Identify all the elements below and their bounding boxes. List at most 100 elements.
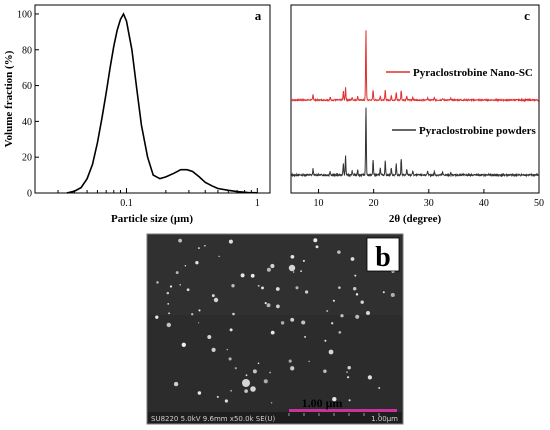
sem-particle: [328, 349, 334, 355]
sem-particle: [266, 303, 271, 308]
sem-particle: [301, 320, 306, 325]
sem-particle: [178, 238, 183, 243]
sem-particle: [290, 317, 295, 322]
panel-c-frame: [290, 4, 540, 194]
panel-c-series-powders-line: [290, 107, 540, 178]
sem-particle: [346, 376, 350, 379]
sem-particle: [292, 271, 295, 273]
sem-particle: [323, 369, 327, 373]
sem-particle: [264, 302, 267, 305]
panel-c-x-tick-label: 20: [369, 198, 379, 209]
panel-a-y-axis-label: Volume fraction (%): [3, 50, 15, 147]
sem-particle: [354, 274, 357, 277]
sem-particle: [252, 369, 257, 374]
sem-particle: [276, 304, 280, 309]
sem-particle: [197, 247, 200, 250]
sem-particle: [378, 387, 381, 389]
sem-particle: [226, 348, 229, 351]
sem-texture: [148, 235, 402, 315]
sem-particle: [231, 284, 235, 288]
sem-particle: [360, 300, 364, 304]
sem-particle: [166, 291, 170, 295]
sem-particle: [166, 322, 171, 328]
sem-particle: [308, 360, 310, 363]
panel-c-letter: c: [524, 8, 530, 23]
panel-c-x-tick-label: 10: [314, 198, 324, 209]
panel-a-series-line: [66, 12, 258, 194]
panel-c-x-tick-label: 50: [534, 198, 544, 209]
sem-particle: [326, 310, 329, 312]
sem-particle: [211, 294, 215, 298]
sem-particle: [204, 244, 206, 247]
sem-particle: [218, 255, 220, 258]
sem-particle: [216, 395, 219, 398]
panel-c-x-ticks: 10 20 30 40 50: [314, 189, 544, 209]
sem-particle: [337, 250, 341, 254]
sem-particle: [295, 286, 299, 290]
sem-particle: [191, 313, 194, 316]
sem-particle: [346, 371, 348, 373]
sem-particle: [355, 314, 360, 319]
panel-a-y-tick-label: 60: [22, 81, 32, 92]
panel-a-y-tick-label: 100: [17, 9, 32, 20]
sem-particle: [211, 347, 216, 352]
sem-particle: [228, 239, 233, 244]
panel-a-x-ticks: 0.1 1: [57, 188, 260, 209]
sem-particle: [315, 245, 319, 249]
sem-particle: [181, 342, 186, 347]
sem-particle: [367, 375, 373, 380]
panel-a-y-tick-label: 20: [22, 153, 32, 164]
sem-particle: [242, 379, 250, 387]
sem-particle: [280, 321, 285, 325]
sem-scale-bar: [289, 409, 397, 412]
sem-particle: [240, 273, 245, 278]
sem-particle: [275, 287, 280, 291]
panel-a-y-tick-label: 80: [22, 45, 32, 56]
sem-particle: [261, 286, 264, 290]
sem-particle: [257, 362, 260, 365]
sem-particle: [302, 259, 305, 262]
sem-particle: [155, 315, 159, 319]
legend-label-powders: Pyraclostrobine powders: [419, 125, 537, 137]
sem-particle: [250, 386, 256, 392]
sem-particle: [290, 254, 295, 259]
sem-particle: [332, 299, 335, 302]
sem-particle: [197, 322, 200, 324]
sem-particle: [270, 402, 273, 404]
sem-scale-label: 1.00 μm: [302, 396, 343, 410]
sem-particle: [186, 288, 190, 292]
sem-particle: [313, 238, 318, 243]
sem-particle: [245, 374, 248, 377]
sem-particle: [331, 322, 334, 325]
sem-particle: [348, 399, 351, 402]
sem-particle: [184, 265, 187, 267]
panel-a-x-tick-label: 0.1: [120, 198, 133, 209]
panel-a-y-tick-label: 0: [27, 189, 32, 200]
sem-particle: [250, 273, 255, 278]
sem-info-bar: [148, 412, 402, 423]
panel-c-series-nano-sc-line: [290, 30, 540, 103]
sem-particle: [230, 389, 233, 392]
panel-c-x-axis-label: 2θ (degree): [389, 213, 442, 225]
sem-particle: [179, 283, 182, 286]
sem-particle: [366, 311, 370, 315]
sem-particle: [288, 359, 292, 363]
sem-particle: [257, 284, 260, 287]
sem-particle: [173, 381, 179, 387]
sem-particle: [338, 331, 342, 334]
sem-particle: [198, 309, 201, 312]
sem-particle: [175, 271, 179, 275]
sem-info-scale: 1.00μm: [371, 415, 398, 423]
sem-particle: [340, 314, 344, 318]
sem-particle: [229, 328, 233, 332]
panel-a-x-tick-label: 1: [255, 198, 260, 209]
sem-particle: [156, 281, 159, 284]
panel-a-frame: [34, 4, 271, 194]
sem-particle: [213, 297, 219, 303]
panel-a-x-axis-label: Particle size (μm): [111, 213, 193, 225]
sem-particle: [266, 267, 271, 272]
sem-particle: [228, 357, 232, 361]
panel-a-y-ticks: 0 20 40 60 80 100: [17, 9, 39, 200]
